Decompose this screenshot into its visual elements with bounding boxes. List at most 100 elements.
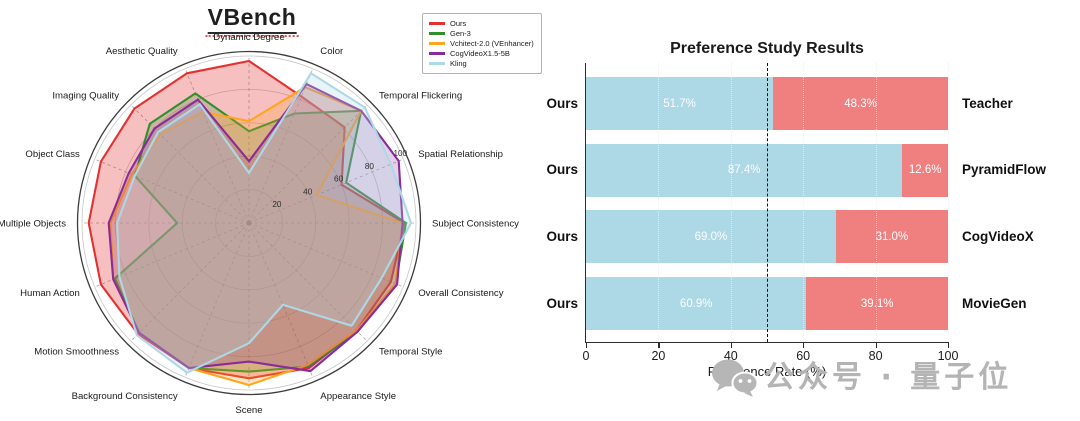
radar-grid-ring: [81, 55, 417, 391]
x-tick-label: 80: [868, 349, 883, 363]
row-label-competitor: PyramidFlow: [962, 162, 1047, 178]
bar-row: 69.0% 31.0%: [586, 210, 948, 264]
bar-pct-label-competitor: 31.0%: [875, 230, 909, 243]
legend-swatch: [429, 52, 445, 55]
radar-spoke: [94, 158, 250, 224]
bar-segment-ours: 60.9%: [586, 277, 807, 330]
x-tick-label: 60: [796, 349, 811, 363]
radar-category-label: Temporal Flickering: [379, 91, 462, 102]
legend-label: Gen-3: [450, 29, 471, 38]
legend-item: CogVideoX1.5-5B: [429, 49, 534, 58]
radar-rtick-label: 60: [334, 175, 344, 184]
radar-outer-circle: [76, 50, 422, 396]
legend-label: Vchitect-2.0 (VEnhancer): [450, 39, 534, 48]
gridline-overlay: [948, 63, 949, 342]
bar-row: 51.7% 48.3%: [586, 77, 948, 130]
bar-pct-label-ours: 60.9%: [679, 297, 713, 310]
bar-segment-ours: 69.0%: [586, 210, 836, 264]
legend-item: Vchitect-2.0 (VEnhancer): [429, 39, 534, 48]
wechat-icon: [712, 359, 759, 397]
radar-rtick-label: 20: [272, 200, 282, 209]
legend-label: Kling: [450, 59, 467, 68]
watermark: 公众号 · 量子位: [710, 357, 1012, 399]
radar-spoke: [248, 68, 314, 224]
watermark-text: 公众号 · 量子位: [764, 360, 1013, 395]
legend-swatch: [429, 32, 445, 35]
radar-category-label: Overall Consistency: [418, 288, 504, 299]
bar-pct-label-ours: 51.7%: [663, 97, 696, 110]
radar-series-vchitect-2-0-venhancer-: [109, 86, 404, 387]
bar-pct-label-competitor: 48.3%: [844, 97, 877, 110]
radar-category-label: Appearance Style: [320, 391, 396, 402]
radar-category-label: Multiple Objects: [0, 219, 66, 230]
radar-grid-ring: [215, 189, 283, 257]
radar-chart: 20 40 60 80 100 Dynamic Degree Color Temporal F…: [0, 32, 519, 416]
x-tick: [586, 343, 588, 348]
y-axis-spine: [585, 63, 587, 342]
bar-segment-competitor: 12.6%: [902, 143, 948, 197]
radar-category-label: Scene: [235, 405, 262, 416]
radar-spoke: [248, 222, 404, 288]
radar-spoke: [248, 158, 404, 224]
radar-spoke: [184, 222, 250, 378]
row-label-ours: Ours: [546, 95, 578, 111]
bar-segment-competitor: 48.3%: [773, 77, 948, 130]
radar-title: VBench: [205, 4, 298, 37]
legend-label: CogVideoX1.5-5B: [450, 49, 510, 58]
radar-category-label: Motion Smoothness: [34, 347, 119, 358]
gridline-overlay: [803, 63, 805, 342]
radar-category-label: Spatial Relationship: [418, 149, 503, 160]
legend-item: Ours: [429, 19, 534, 28]
bar-chart-title: Preference Study Results: [670, 40, 864, 57]
x-tick-label: 20: [651, 349, 666, 363]
legend-swatch: [429, 22, 445, 25]
gridline-overlay: [875, 63, 877, 342]
bar-pct-label-ours: 87.4%: [727, 164, 761, 177]
row-label-competitor: CogVideoX: [962, 228, 1034, 244]
bar-segment-competitor: 39.1%: [806, 277, 948, 330]
row-label-competitor: MovieGen: [962, 295, 1027, 311]
radar-rtick-label: 40: [303, 187, 313, 196]
x-tick: [803, 343, 805, 348]
bar-chart-plot: 51.7% 48.3% 87.4% 12.6% 69.0% 31.0% 60.9% 39.1%: [585, 63, 949, 344]
radar-panel: VBench 20 40 60 80 100 Dynamic Degree Color Tem…: [0, 4, 542, 416]
bar-row: 60.9% 39.1%: [586, 277, 948, 330]
bar-segment-ours: 51.7%: [586, 77, 774, 130]
bar-pct-label-competitor: 39.1%: [860, 297, 894, 310]
legend-swatch: [429, 42, 445, 45]
bar-pct-label-competitor: 12.6%: [908, 164, 942, 177]
legend-swatch: [429, 62, 445, 65]
radar-category-label: Object Class: [25, 149, 80, 160]
radar-spoke: [248, 104, 368, 224]
row-label-competitor: Teacher: [962, 95, 1013, 111]
x-tick: [875, 343, 877, 348]
x-tick-label: 40: [723, 349, 738, 363]
gridline-overlay: [730, 63, 732, 342]
radar-series-kling: [116, 71, 413, 374]
radar-title-text: VBench: [205, 4, 298, 37]
radar-series-cogvideox1-5-5b: [107, 82, 404, 373]
radar-rtick-label: 80: [365, 162, 375, 171]
bar-segment-competitor: 31.0%: [835, 210, 948, 264]
radar-category-label: Color: [320, 46, 344, 57]
row-label-ours: Ours: [546, 162, 578, 178]
radar-category-label: Dynamic Degree: [213, 32, 284, 43]
x-tick-label: 100: [937, 349, 959, 363]
x-axis-spine: [585, 342, 949, 344]
radar-legend: Ours Gen-3 Vchitect-2.0 (VEnhancer) CogVide…: [422, 13, 542, 74]
radar-category-label: Imaging Quality: [52, 91, 119, 102]
x-tick: [730, 343, 733, 348]
x-tick: [948, 343, 950, 348]
radar-spoke: [248, 222, 368, 342]
radar-category-label: Background Consistency: [72, 391, 178, 402]
bar-pct-label-ours: 69.0%: [694, 230, 728, 243]
radar-spoke: [248, 222, 314, 378]
radar-category-label: Subject Consistency: [432, 219, 519, 230]
radar-rtick-label: 100: [393, 149, 407, 158]
gridline-overlay: [658, 63, 660, 342]
legend-item: Gen-3: [429, 29, 534, 38]
row-label-ours: Ours: [546, 295, 578, 311]
radar-category-label: Temporal Style: [379, 347, 442, 358]
bar-segment-ours: 87.4%: [586, 143, 903, 197]
